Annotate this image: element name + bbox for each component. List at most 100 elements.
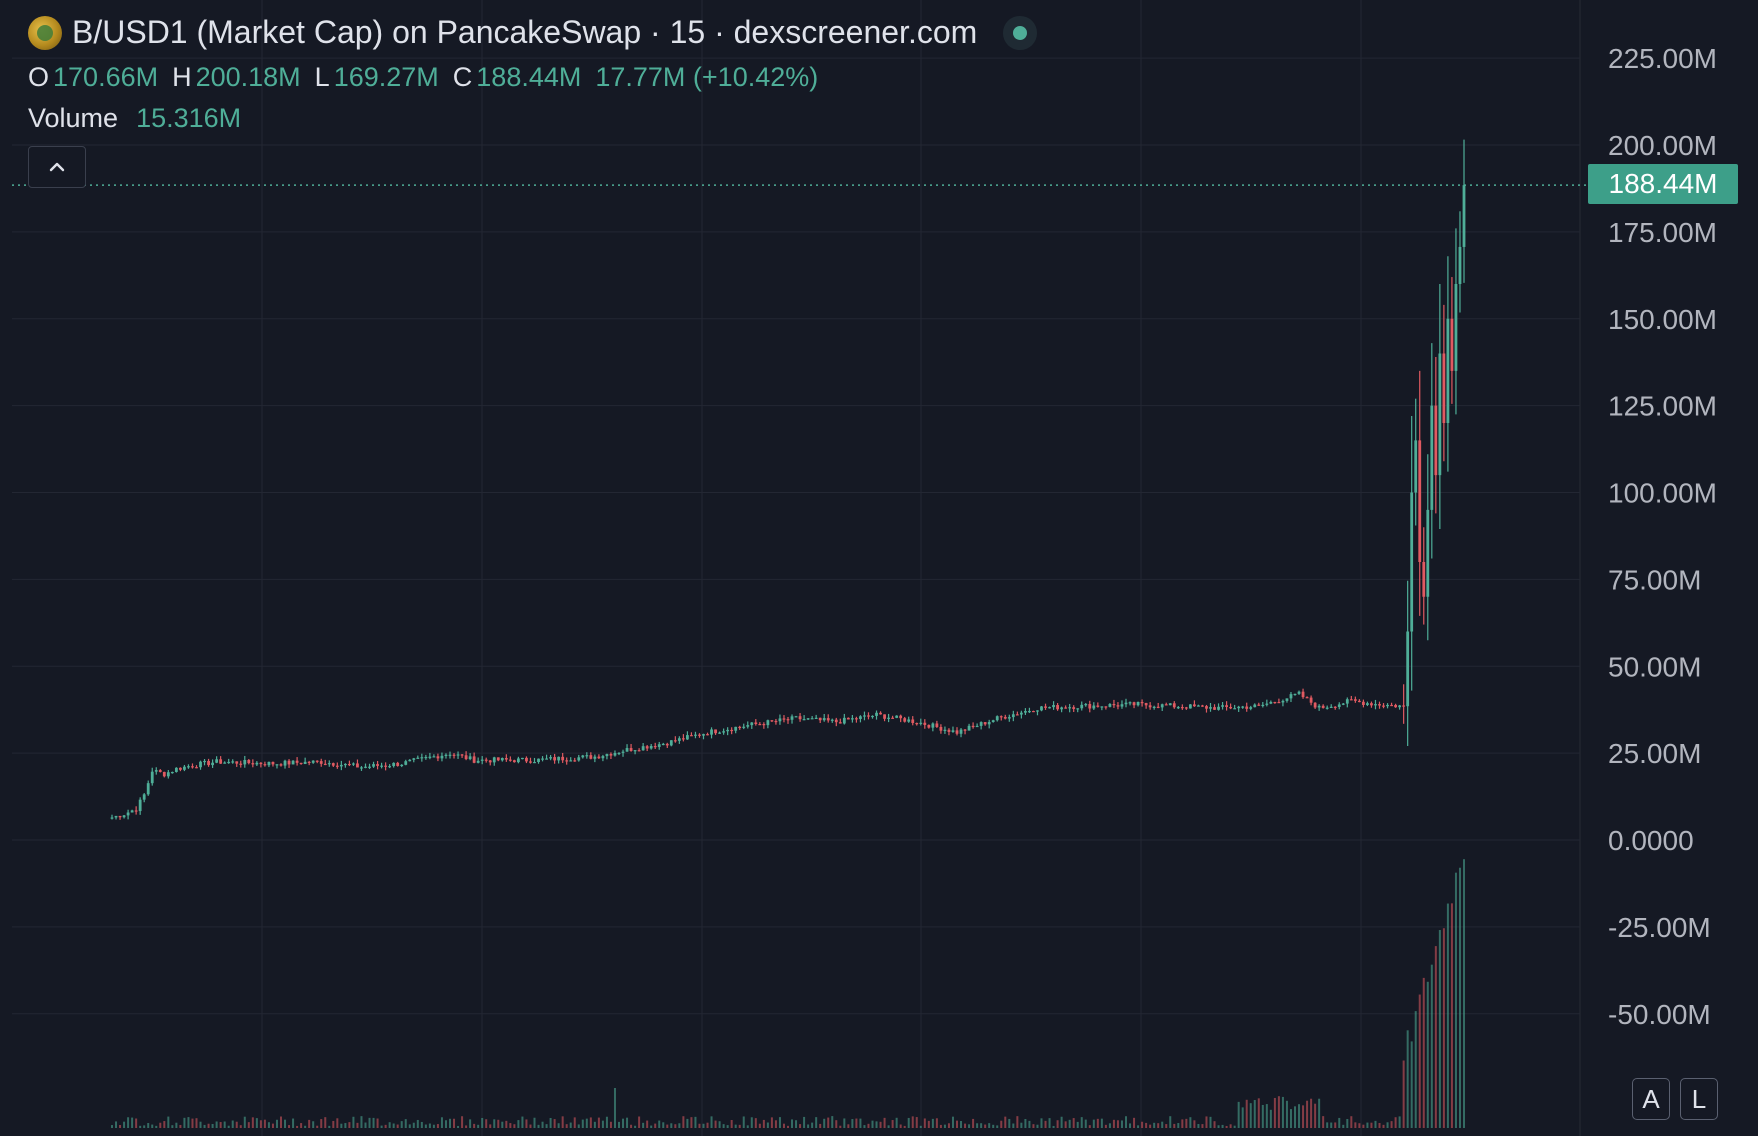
candle-body bbox=[1245, 706, 1249, 709]
candle-body bbox=[295, 760, 299, 763]
volume-bar bbox=[770, 1117, 773, 1128]
candle-body bbox=[279, 764, 283, 766]
volume-bar bbox=[1076, 1121, 1079, 1128]
candle-body bbox=[376, 764, 379, 766]
candle-body bbox=[372, 764, 375, 767]
volume-bar bbox=[364, 1122, 367, 1128]
candle-body bbox=[846, 717, 850, 720]
y-tick-label: 100.00M bbox=[1608, 478, 1717, 509]
candle-body bbox=[641, 746, 645, 751]
volume-bar bbox=[831, 1116, 834, 1128]
candle-body bbox=[496, 757, 500, 761]
candle-body bbox=[400, 764, 404, 767]
auto-scale-button[interactable]: A bbox=[1632, 1078, 1670, 1120]
open-label: O bbox=[28, 62, 50, 92]
candle-body bbox=[883, 714, 886, 719]
volume-bar bbox=[879, 1121, 882, 1128]
volume-bar bbox=[545, 1124, 548, 1128]
volume-bar bbox=[895, 1117, 898, 1128]
candle-body bbox=[508, 759, 512, 761]
candle-body bbox=[468, 756, 472, 760]
candle-body bbox=[1068, 707, 1072, 709]
candle-body bbox=[915, 722, 919, 725]
candle-body bbox=[424, 756, 428, 759]
candle-body bbox=[879, 712, 882, 715]
candle-body bbox=[323, 763, 327, 766]
volume-bar bbox=[211, 1123, 214, 1128]
candle-body bbox=[158, 770, 162, 772]
volume-bar bbox=[195, 1118, 198, 1128]
volume-bar bbox=[449, 1118, 451, 1128]
candle-body bbox=[1144, 702, 1148, 706]
candle-body bbox=[714, 729, 717, 734]
candle-body bbox=[686, 735, 689, 740]
candle-body bbox=[1156, 706, 1160, 708]
candle-body bbox=[927, 724, 931, 728]
volume-bar bbox=[513, 1124, 516, 1128]
volume-bar bbox=[1209, 1116, 1212, 1128]
volume-bar bbox=[754, 1118, 757, 1128]
candle-body bbox=[830, 719, 834, 721]
high-label: H bbox=[172, 62, 192, 92]
volume-bar bbox=[698, 1123, 701, 1128]
volume-bar bbox=[288, 1125, 291, 1128]
volume-bar bbox=[1012, 1123, 1015, 1128]
volume-bar bbox=[581, 1119, 584, 1128]
volume-bar bbox=[650, 1125, 653, 1128]
volume-bar bbox=[440, 1117, 443, 1128]
candle-body bbox=[1265, 703, 1269, 705]
volume-bar bbox=[988, 1123, 991, 1128]
volume-bar bbox=[593, 1121, 596, 1128]
candle-body bbox=[722, 731, 726, 733]
volume-bar bbox=[533, 1117, 536, 1128]
candle-body bbox=[573, 760, 577, 762]
candle-body bbox=[677, 738, 681, 741]
volume-bar bbox=[444, 1120, 447, 1128]
candle-body bbox=[1064, 707, 1068, 709]
volume-bar bbox=[167, 1116, 170, 1128]
candle-body bbox=[1112, 703, 1116, 706]
candle-body bbox=[710, 729, 713, 735]
y-tick-label: 150.00M bbox=[1608, 304, 1717, 335]
candle-body bbox=[855, 718, 858, 720]
candle-body bbox=[476, 760, 480, 763]
candle-body bbox=[669, 740, 673, 746]
candle-body bbox=[110, 817, 114, 819]
volume-bar bbox=[1414, 1011, 1417, 1128]
candle-body bbox=[1442, 353, 1446, 423]
volume-bar bbox=[187, 1117, 190, 1128]
candle-body bbox=[1345, 699, 1349, 704]
candle-body bbox=[315, 760, 319, 762]
volume-bar bbox=[1350, 1116, 1353, 1128]
candle-body bbox=[1152, 706, 1156, 708]
candle-body bbox=[392, 762, 396, 767]
candle-body bbox=[1060, 707, 1064, 710]
candle-body bbox=[319, 761, 323, 764]
collapse-legend-button[interactable] bbox=[28, 146, 86, 188]
volume-bar bbox=[956, 1120, 958, 1128]
candle-body bbox=[585, 755, 589, 757]
volume-bar bbox=[155, 1125, 158, 1128]
volume-bar bbox=[927, 1120, 930, 1128]
candle-body bbox=[183, 766, 186, 770]
candle-body bbox=[1176, 707, 1180, 709]
candle-body bbox=[504, 758, 508, 760]
volume-bar bbox=[1362, 1124, 1365, 1128]
candle-body bbox=[681, 738, 685, 740]
candle-body bbox=[1104, 706, 1108, 708]
volume-bar bbox=[263, 1119, 266, 1128]
candle-body bbox=[1430, 405, 1434, 510]
log-scale-button[interactable]: L bbox=[1680, 1078, 1718, 1120]
volume-bar bbox=[1334, 1122, 1337, 1128]
volume-bar bbox=[115, 1121, 118, 1128]
volume-bar bbox=[919, 1125, 922, 1128]
volume-bar bbox=[1233, 1125, 1236, 1128]
volume-bar bbox=[658, 1120, 661, 1128]
volume-bar bbox=[694, 1116, 697, 1128]
volume-bar bbox=[1108, 1123, 1111, 1128]
volume-bar bbox=[1430, 964, 1433, 1128]
volume-bar bbox=[1133, 1117, 1136, 1128]
volume-bar bbox=[1020, 1122, 1023, 1128]
candle-body bbox=[408, 759, 412, 762]
